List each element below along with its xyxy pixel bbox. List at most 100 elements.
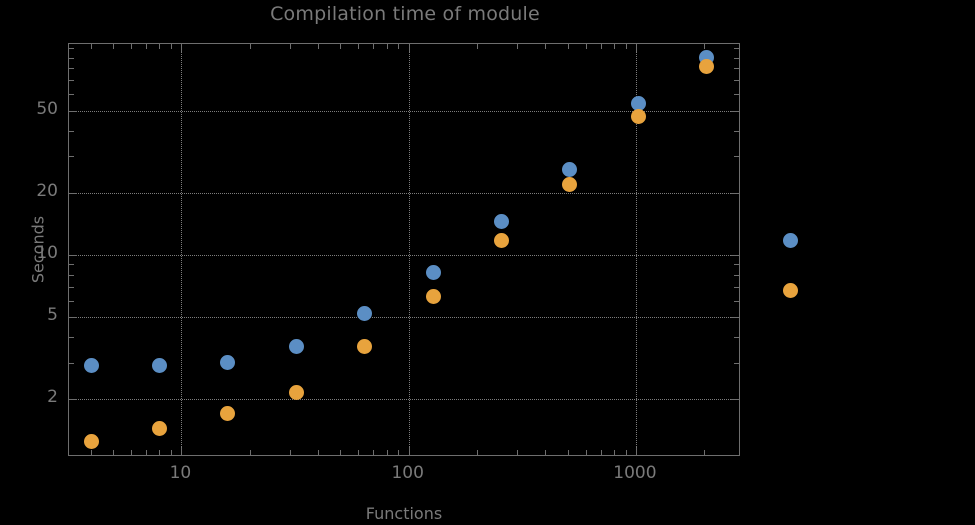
y-axis-tick-mark	[734, 48, 739, 50]
x-axis-tick-mark	[408, 44, 410, 52]
x-axis-tick-mark	[585, 44, 587, 49]
y-tick-label: 10	[36, 242, 58, 263]
x-axis-tick-mark	[249, 44, 251, 49]
y-axis-tick-mark	[731, 254, 739, 256]
data-point	[288, 385, 304, 401]
x-axis-tick-mark	[318, 44, 320, 49]
y-axis-tick-mark	[731, 192, 739, 194]
data-point	[220, 355, 236, 371]
data-point	[493, 214, 509, 230]
x-axis-tick-mark	[567, 44, 569, 49]
y-axis-tick-mark	[69, 156, 74, 158]
x-axis-tick-mark	[146, 450, 148, 455]
y-axis-tick-mark	[69, 192, 77, 194]
x-axis-tick-mark	[373, 450, 375, 455]
x-axis-tick-mark	[386, 450, 388, 455]
data-point	[288, 338, 304, 354]
y-axis-tick-mark	[69, 264, 74, 266]
y-axis-tick-mark	[734, 362, 739, 364]
y-axis-tick-mark	[69, 317, 77, 319]
y-axis-tick-mark	[734, 130, 739, 132]
y-axis-tick-mark	[734, 57, 739, 59]
y-tick-label: 5	[47, 305, 58, 326]
x-axis-title: Functions	[365, 504, 443, 523]
x-axis-tick-mark	[340, 44, 342, 49]
data-point	[493, 232, 509, 248]
gridline-vertical	[408, 44, 410, 455]
x-tick-label: 100	[391, 463, 424, 483]
x-axis-tick-mark	[340, 450, 342, 455]
x-axis-tick-mark	[358, 44, 360, 49]
x-axis-tick-mark	[625, 44, 627, 49]
data-point	[425, 288, 441, 304]
data-point	[151, 358, 167, 374]
x-axis-tick-mark	[318, 450, 320, 455]
y-axis-tick-mark	[69, 337, 74, 339]
x-axis-tick-mark	[408, 447, 410, 455]
chart-title: Compilation time of module	[270, 3, 540, 25]
x-axis-tick-mark	[358, 450, 360, 455]
x-axis-tick-mark	[704, 44, 706, 49]
x-axis-tick-mark	[517, 44, 519, 49]
y-axis-tick-mark	[69, 94, 74, 96]
data-point	[83, 433, 99, 449]
x-axis-tick-mark	[635, 447, 637, 455]
y-axis-tick-mark	[734, 264, 739, 266]
x-axis-tick-mark	[613, 450, 615, 455]
y-axis-tick-mark	[734, 286, 739, 288]
x-axis-tick-mark	[113, 450, 115, 455]
x-axis-tick-mark	[146, 44, 148, 49]
y-axis-tick-mark	[69, 254, 77, 256]
x-axis-tick-mark	[91, 450, 93, 455]
x-axis-tick-mark	[249, 450, 251, 455]
x-axis-tick-mark	[567, 450, 569, 455]
x-axis-tick-mark	[289, 44, 291, 49]
x-axis-tick-mark	[113, 44, 115, 49]
y-axis-tick-mark	[69, 399, 77, 401]
y-axis-tick-mark	[734, 94, 739, 96]
data-point	[357, 306, 373, 322]
x-axis-tick-mark	[386, 44, 388, 49]
y-axis-tick-mark	[734, 300, 739, 302]
gridline-horizontal	[69, 317, 739, 319]
y-axis-tick-mark	[731, 317, 739, 319]
x-axis-tick-mark	[131, 44, 133, 49]
x-axis-tick-mark	[600, 450, 602, 455]
y-axis-tick-mark	[69, 286, 74, 288]
y-axis-tick-mark	[69, 80, 74, 82]
x-axis-tick-mark	[625, 450, 627, 455]
y-axis-tick-mark	[731, 399, 739, 401]
x-axis-tick-mark	[477, 44, 479, 49]
y-axis-tick-mark	[731, 110, 739, 112]
x-axis-tick-mark	[91, 44, 93, 49]
y-axis-tick-mark	[734, 337, 739, 339]
y-axis-title: Seconds	[28, 215, 48, 283]
detached-blue	[782, 232, 798, 248]
x-axis-tick-mark	[704, 450, 706, 455]
y-axis-tick-mark	[734, 274, 739, 276]
plot-frame	[68, 43, 740, 456]
x-axis-tick-mark	[477, 450, 479, 455]
y-tick-label: 2	[47, 387, 58, 408]
gridline-vertical	[635, 44, 637, 455]
y-axis-tick-mark	[69, 110, 77, 112]
gridline-horizontal	[69, 399, 739, 401]
y-tick-label: 20	[36, 180, 58, 201]
data-point	[562, 176, 578, 192]
data-point	[562, 161, 578, 177]
y-tick-label: 50	[36, 98, 58, 119]
y-axis-tick-mark	[69, 48, 74, 50]
x-axis-tick-mark	[585, 450, 587, 455]
x-axis-tick-mark	[181, 447, 183, 455]
y-axis-tick-mark	[734, 68, 739, 70]
y-axis-tick-mark	[69, 300, 74, 302]
x-axis-tick-mark	[635, 44, 637, 52]
gridline-horizontal	[69, 192, 739, 194]
x-axis-tick-mark	[398, 450, 400, 455]
x-tick-label: 10	[169, 463, 192, 483]
x-axis-tick-mark	[159, 450, 161, 455]
detached-orange	[782, 282, 798, 298]
gridline-horizontal	[69, 110, 739, 112]
x-axis-tick-mark	[545, 44, 547, 49]
x-axis-tick-mark	[398, 44, 400, 49]
